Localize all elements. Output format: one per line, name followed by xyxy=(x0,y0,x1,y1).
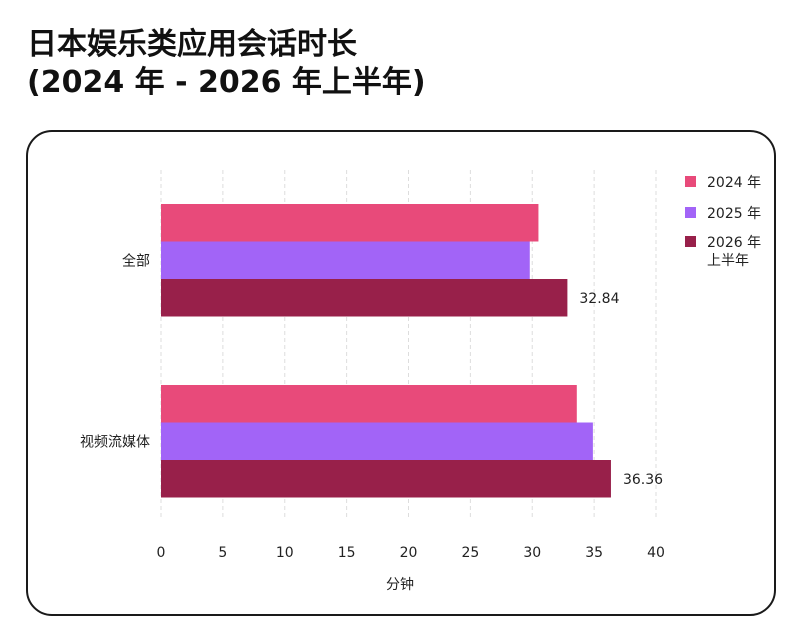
category-label: 全部 xyxy=(122,252,150,269)
bar xyxy=(161,385,577,423)
x-tick-label: 20 xyxy=(400,545,418,561)
x-axis-label: 分钟 xyxy=(386,576,414,593)
data-label: 32.84 xyxy=(579,291,619,307)
x-tick-label: 30 xyxy=(523,545,541,561)
x-tick-label: 10 xyxy=(276,545,294,561)
bar xyxy=(161,422,593,460)
chart-title-line-2: (2024 年 - 2026 年上半年) xyxy=(27,65,426,100)
data-label: 36.36 xyxy=(623,472,663,488)
x-tick-label: 5 xyxy=(218,545,227,561)
legend-label: 2024 年 xyxy=(707,175,761,191)
x-tick-label: 25 xyxy=(461,545,479,561)
bar xyxy=(161,460,611,498)
legend-label: 2026 年 xyxy=(707,235,761,251)
category-label: 视频流媒体 xyxy=(80,434,150,450)
chart-title: 日本娱乐类应用会话时长 (2024 年 - 2026 年上半年) xyxy=(27,26,426,102)
x-tick-label: 35 xyxy=(585,545,603,561)
legend-swatch xyxy=(685,207,696,218)
bar xyxy=(161,241,530,279)
bar xyxy=(161,279,568,317)
chart-title-line-1: 日本娱乐类应用会话时长 xyxy=(27,27,357,62)
x-tick-label: 15 xyxy=(338,545,356,561)
bar xyxy=(161,204,539,242)
x-tick-label: 0 xyxy=(157,545,166,561)
legend-swatch xyxy=(685,236,696,247)
legend-swatch xyxy=(685,176,696,187)
x-tick-label: 40 xyxy=(647,545,665,561)
legend-label: 2025 年 xyxy=(707,206,761,222)
legend-label: 上半年 xyxy=(707,253,749,269)
